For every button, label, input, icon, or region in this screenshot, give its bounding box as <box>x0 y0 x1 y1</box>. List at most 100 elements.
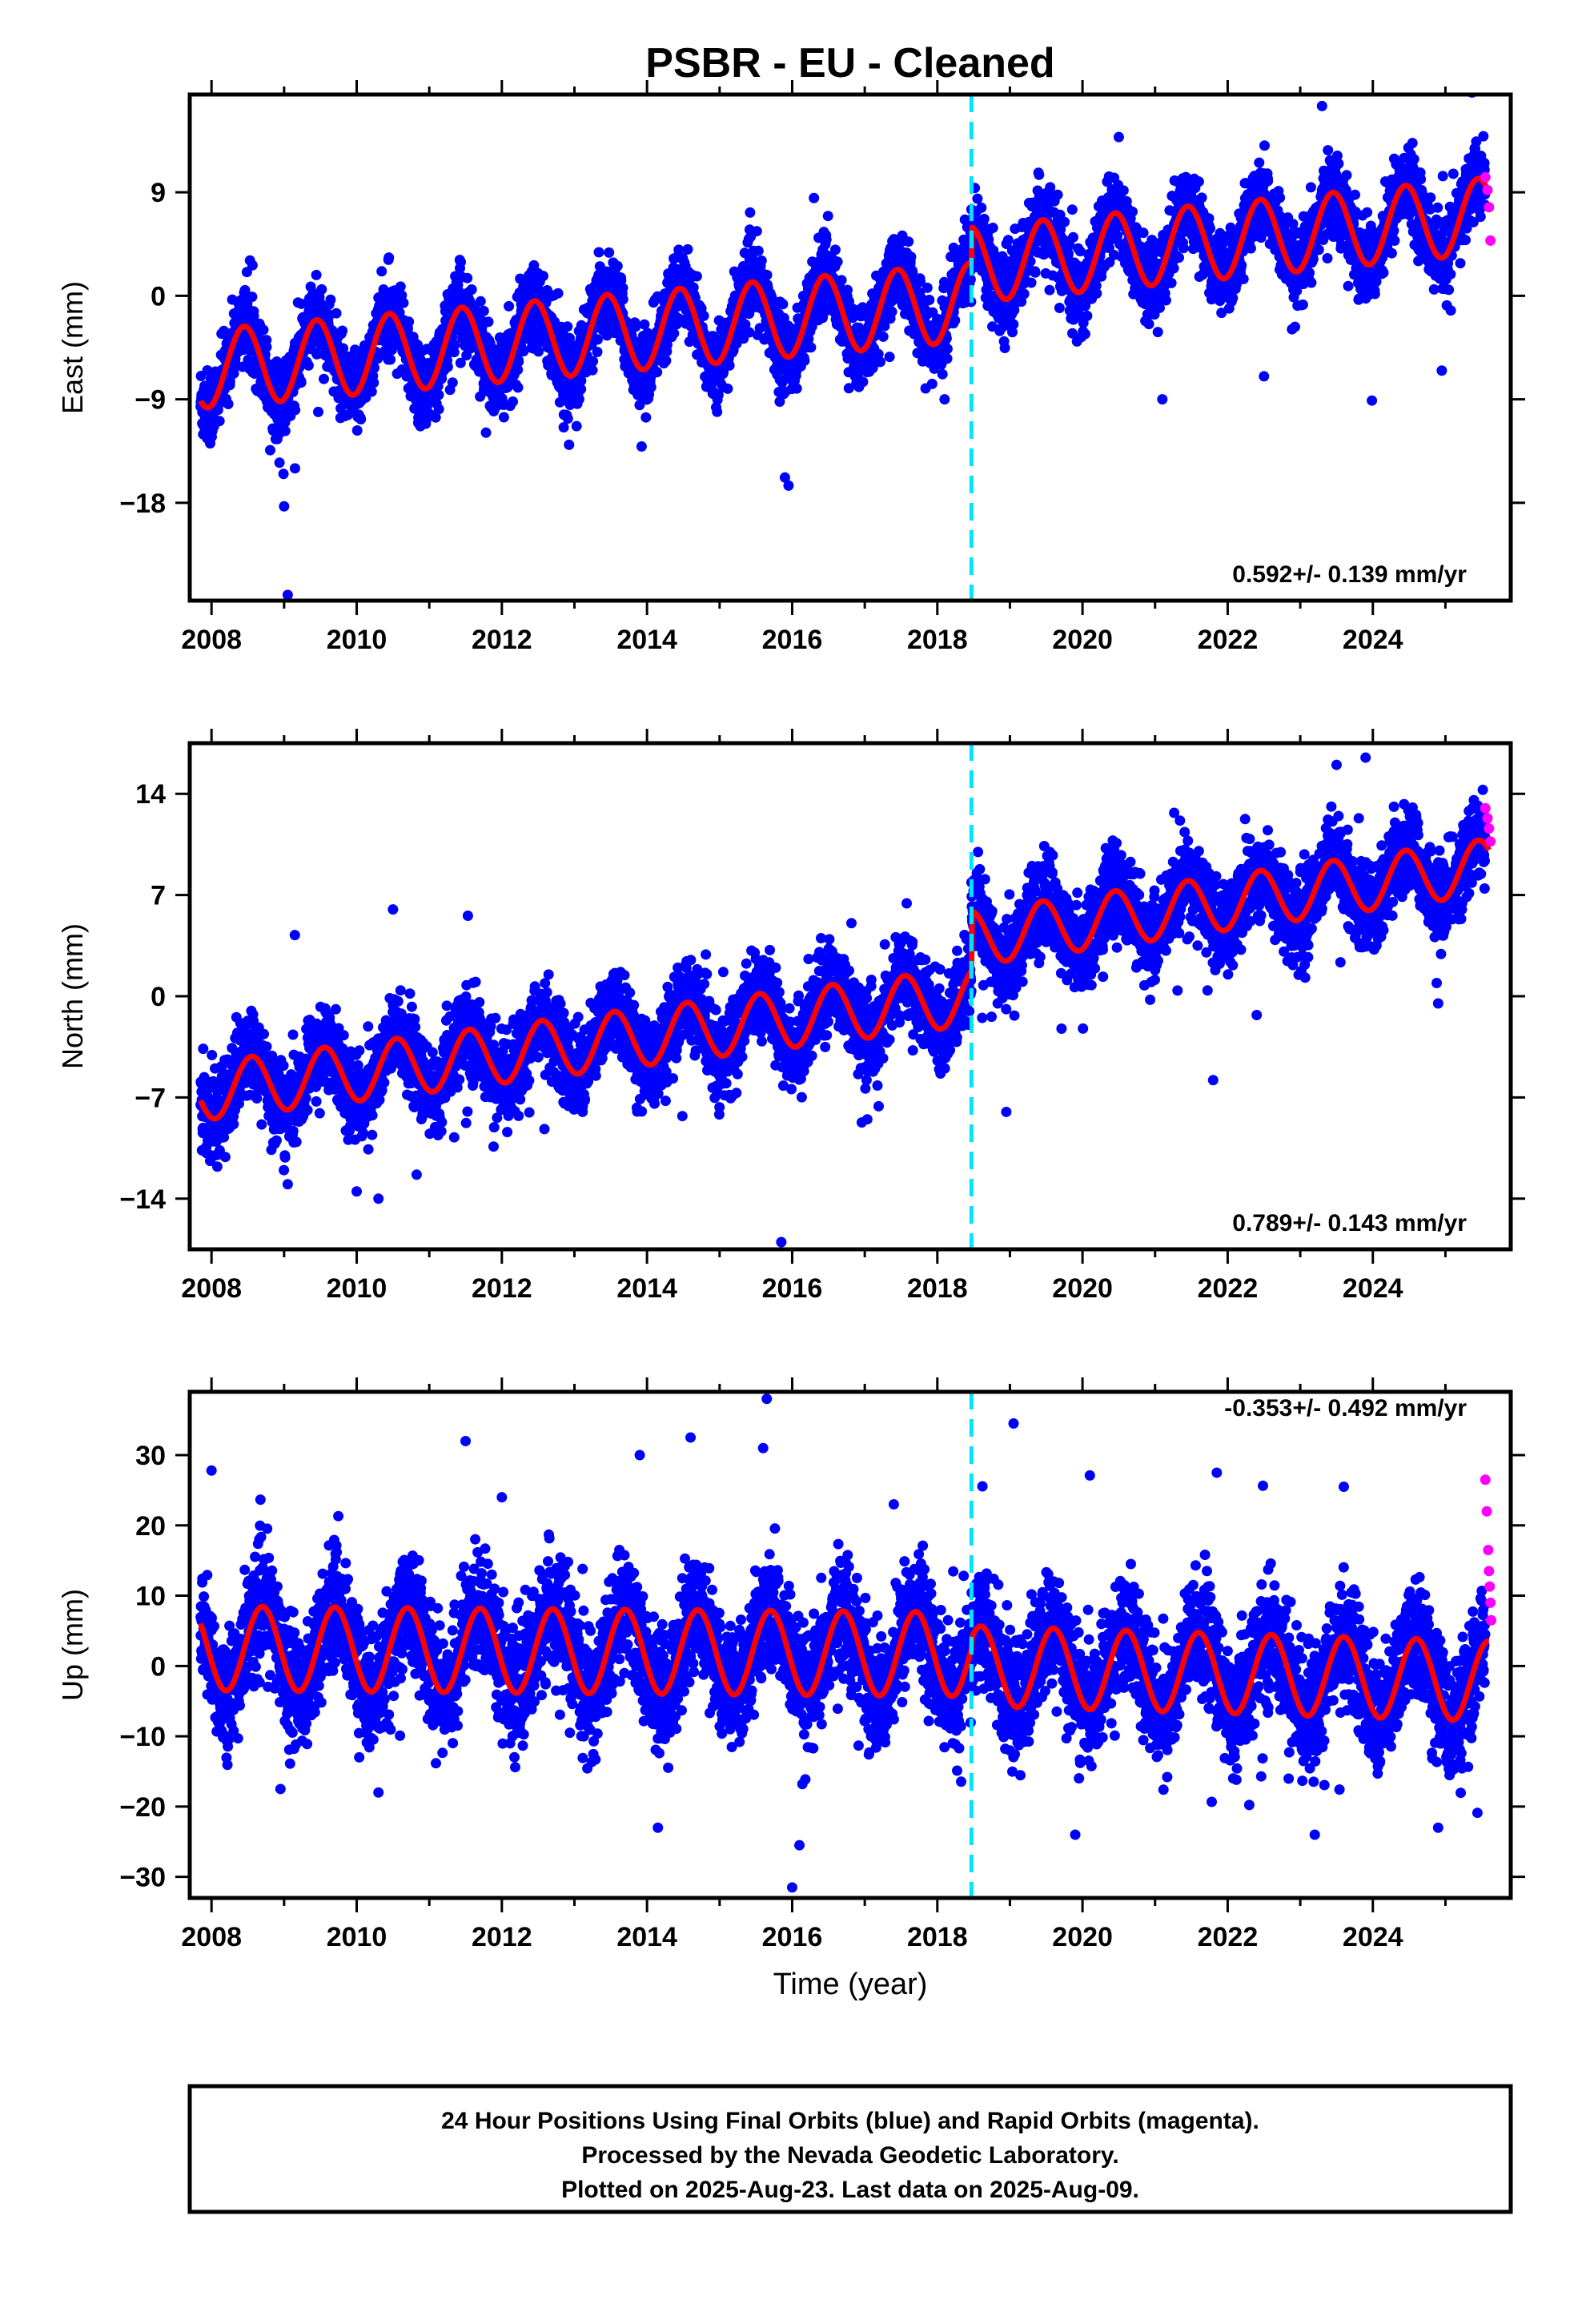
final-orbit-point <box>1026 277 1037 288</box>
final-orbit-point <box>480 427 492 438</box>
final-orbit-point <box>588 356 599 367</box>
final-orbit-point <box>202 365 213 376</box>
final-orbit-point <box>1044 284 1055 296</box>
final-orbit-point <box>587 364 598 376</box>
final-orbit-point <box>698 310 709 321</box>
final-orbit-point <box>799 355 810 366</box>
final-orbit-point <box>562 321 573 332</box>
final-orbit-point <box>368 377 379 388</box>
final-orbit-point <box>223 399 234 409</box>
final-orbit-point <box>337 325 348 336</box>
final-orbit-point <box>228 368 239 379</box>
final-orbit-point <box>466 284 477 295</box>
final-orbit-point <box>791 383 802 394</box>
final-orbit-point <box>395 281 406 292</box>
final-orbit-point <box>937 368 948 380</box>
final-orbit-point <box>404 316 415 328</box>
final-orbit-point <box>1174 252 1184 263</box>
final-orbit-point <box>303 360 314 371</box>
final-orbit-point <box>1009 304 1020 316</box>
final-orbit-point <box>987 223 998 233</box>
final-orbit-point <box>573 394 584 404</box>
final-orbit-point <box>376 266 387 277</box>
final-orbit-point <box>805 342 817 353</box>
final-orbit-point <box>652 367 663 378</box>
final-orbit-point <box>462 272 473 283</box>
final-orbit-point <box>571 420 582 432</box>
final-orbit-point <box>877 331 889 342</box>
final-orbit-point <box>722 383 733 394</box>
final-orbit-point <box>1030 267 1041 278</box>
final-orbit-point <box>355 414 367 424</box>
final-orbit-point <box>311 348 323 360</box>
final-orbit-point <box>712 406 723 417</box>
final-orbit-point <box>999 343 1010 353</box>
final-orbit-point <box>1178 243 1189 254</box>
final-orbit-point <box>617 294 628 305</box>
final-orbit-point <box>1091 287 1102 299</box>
final-orbit-point <box>261 341 272 352</box>
final-orbit-point <box>504 300 515 312</box>
final-orbit-point <box>247 292 258 303</box>
final-orbit-point <box>926 378 938 389</box>
final-orbit-point <box>842 284 853 296</box>
final-orbit-point <box>447 377 458 388</box>
final-orbit-point <box>498 412 509 423</box>
final-orbit-point <box>617 283 628 294</box>
final-orbit-point <box>562 413 573 424</box>
final-orbit-point <box>875 356 885 368</box>
final-orbit-point <box>265 444 275 456</box>
final-orbit-point <box>836 275 847 286</box>
final-orbit-point <box>1118 185 1129 196</box>
final-orbit-point <box>311 269 322 280</box>
final-orbit-point <box>724 360 735 371</box>
final-orbit-point <box>884 352 895 363</box>
final-orbit-point <box>1160 295 1171 306</box>
final-orbit-point <box>751 226 762 237</box>
final-orbit-point <box>857 376 869 388</box>
final-orbit-point <box>319 373 329 384</box>
final-orbit-point <box>316 283 327 295</box>
final-orbit-point <box>886 306 897 317</box>
final-orbit-point <box>756 255 767 266</box>
final-orbit-point <box>538 271 548 282</box>
final-orbit-point <box>640 412 652 423</box>
final-orbit-point <box>433 404 444 415</box>
final-orbit-point <box>1034 169 1045 180</box>
final-orbit-point <box>478 305 489 316</box>
final-orbit-point <box>248 310 259 321</box>
final-orbit-point <box>905 251 917 263</box>
final-orbit-point <box>533 346 544 357</box>
final-orbit-point <box>1059 216 1070 227</box>
final-orbit-point <box>247 259 258 271</box>
final-orbit-point <box>475 296 486 307</box>
final-orbit-point <box>777 299 789 310</box>
final-orbit-point <box>1052 189 1063 200</box>
final-orbit-point <box>351 425 363 436</box>
final-orbit-point <box>592 334 603 345</box>
final-orbit-point <box>1168 263 1179 274</box>
final-orbit-point <box>350 344 360 356</box>
final-orbit-point <box>645 382 656 392</box>
final-orbit-point <box>1143 319 1154 330</box>
final-orbit-point <box>612 260 623 271</box>
final-orbit-point <box>976 202 987 213</box>
final-orbit-point <box>604 247 615 258</box>
final-orbit-point <box>822 211 833 222</box>
final-orbit-point <box>1082 310 1093 321</box>
final-orbit-point <box>829 244 841 255</box>
final-orbit-point <box>1018 288 1030 300</box>
final-orbit-point <box>1068 231 1078 243</box>
final-orbit-point <box>1079 328 1090 340</box>
final-orbit-point <box>745 207 756 218</box>
final-orbit-point <box>682 243 693 255</box>
final-orbit-point <box>278 468 289 480</box>
final-orbit-point <box>1002 235 1014 246</box>
final-orbit-point <box>279 425 291 436</box>
final-orbit-point <box>921 282 933 293</box>
final-orbit-point <box>508 396 518 407</box>
final-orbit-point <box>325 294 336 305</box>
final-orbit-point <box>942 353 953 364</box>
